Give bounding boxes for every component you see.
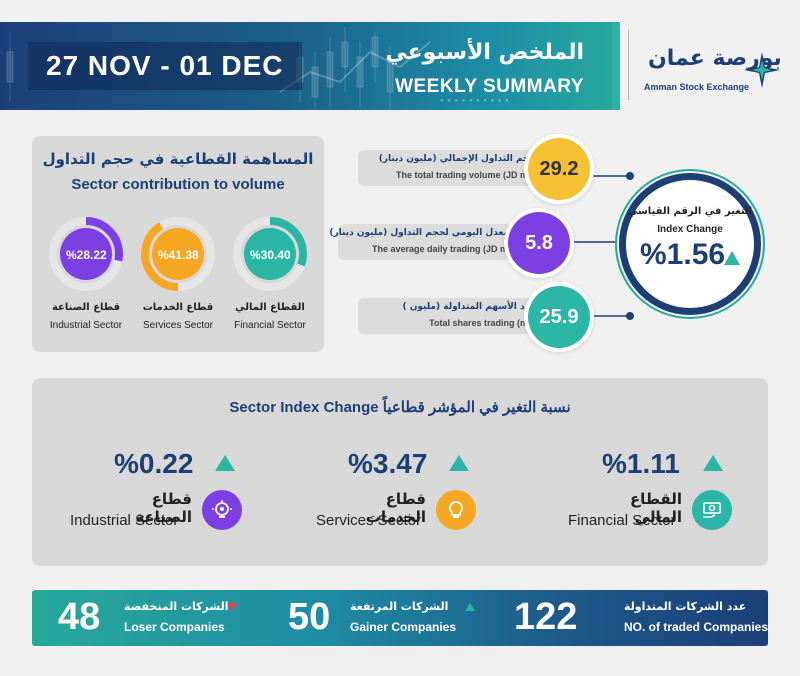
sector-contribution-panel: المساهمة القطاعية في حجم التداول Sector … [32,136,324,352]
stat-total-shares-label-ar: عدد الأسهم المتداولة (مليون ) [402,302,537,312]
sic-industrial-value: %0.22 [114,448,194,479]
sic-services-name-ar: قطاع الخدمات [365,490,426,526]
header-banner: ▪ ▪ ▪ ▪ ▪ ▪ ▪ ▪ ▪ ▪ 27 NOV - 01 DEC المل… [0,22,620,110]
traded-label-en: NO. of traded Companies [624,620,769,634]
stat-total-volume-value: 29.2 [539,157,579,180]
traded-label-ar: عدد الشركات المتداولة [624,600,747,613]
sic-services-value: %3.47 [348,448,428,479]
up-triangle-icon [465,603,475,611]
weekly-summary-title-ar: الملخص الأسبوعي [385,40,584,65]
down-triangle-icon [227,603,237,611]
sic-services-name-en: Services Sector [316,512,422,529]
stat-total-volume-label-en: The total trading volume (JD mil) [395,170,536,180]
sic-industrial-name-ar: قطاع الصناعة [135,490,192,526]
stat-total-shares-bar: عدد الأسهم المتداولة (مليون ) Total shar… [358,298,548,334]
stat-total-shares-value: 25.9 [539,305,579,328]
stat-total-shares-label-en: Total shares trading (mil) [429,318,536,328]
gainers-count: 50 [288,596,331,638]
donut-financial-label: %30.40 [250,248,291,262]
sic-financial-up-triangle-icon [703,455,723,471]
stat-total-volume-label-ar: حجم التداول الإجمالي (مليون دينار) [378,154,536,164]
stat-total-volume-circle: 29.2 [528,138,590,200]
date-range-box: 27 NOV - 01 DEC [28,42,302,90]
gainers-label-ar: الشركات المرتفعة [350,600,449,613]
donut-financial [233,217,307,291]
candlestick-background-graphic: ▪ ▪ ▪ ▪ ▪ ▪ ▪ ▪ ▪ ▪ [6,27,509,110]
sector-financial-name-en: Financial Sector [234,320,306,331]
sic-industrial-up-triangle-icon [215,455,235,471]
companies-footer: 48 الشركات المنخفضة Loser Companies 50 ا… [32,590,768,646]
donut-industrial-center [60,228,112,280]
logo-divider [628,30,629,100]
sector-industrial-name-ar: قطاع الصناعة [51,302,121,313]
weekly-summary-title-en: WEEKLY SUMMARY [395,76,584,97]
date-range: 27 NOV - 01 DEC [46,50,284,81]
donut-services-label: %41.38 [158,248,199,262]
index-change-label-ar: التغير في الرقم القياسي [627,206,753,217]
logo-name-en: Amman Stock Exchange [644,82,750,92]
sector-industrial-name-en: Industrial Sector [49,320,123,331]
index-change-circle: التغير في الرقم القياسي Index Change %1.… [626,180,754,308]
index-change-value: %1.56 [640,238,726,271]
sector-financial-name-ar: القطاع المالي [235,302,305,313]
stat-avg-daily-label-ar: المعدل اليومي لحجم التداول (مليون دينار) [329,228,516,238]
donut-industrial-label: %28.22 [66,248,107,262]
sic-financial-name-ar: القطاع المالي [629,490,682,526]
stat-avg-daily-value: 5.8 [525,231,553,254]
sector-index-change-panel: Sector Index Change نسبة التغير في المؤش… [32,378,768,566]
losers-label-ar: الشركات المنخفضة [124,600,229,613]
stat-total-volume-bar: حجم التداول الإجمالي (مليون دينار) The t… [358,150,548,186]
gainers-label-en: Gainer Companies [350,620,457,634]
losers-count: 48 [58,596,101,638]
stat-avg-daily-circle: 5.8 [508,212,570,274]
losers-label-en: Loser Companies [124,620,225,634]
index-change-label-en: Index Change [657,224,723,235]
stat-avg-daily-bar: المعدل اليومي لحجم التداول (مليون دينار)… [329,224,528,260]
stat-avg-daily-label-en: The average daily trading (JD mil) [371,244,516,254]
donut-financial-center [244,228,296,280]
sector-index-change-title: Sector Index Change نسبة التغير في المؤش… [229,399,571,416]
sector-contribution-title-ar: المساهمة القطاعية في حجم التداول [42,150,314,168]
sector-services-name-ar: قطاع الخدمات [142,302,214,313]
money-hand-icon [692,490,732,530]
donut-services-center [152,228,204,280]
sic-financial-name-en: Financial Sector [568,512,676,529]
sic-financial-value: %1.11 [602,448,680,479]
traded-count: 122 [514,596,578,638]
donut-services [141,217,215,291]
donut-industrial [49,217,123,291]
sector-contribution-title-en: Sector contribution to volume [71,176,285,193]
index-up-triangle-icon [724,251,740,265]
sic-industrial-name-en: Industrial Sector [70,512,179,529]
svg-text:▪ ▪ ▪ ▪ ▪ ▪ ▪ ▪ ▪ ▪: ▪ ▪ ▪ ▪ ▪ ▪ ▪ ▪ ▪ ▪ [440,97,509,104]
lightbulb-icon [436,490,476,530]
sic-services-up-triangle-icon [449,455,469,471]
stat-total-shares-circle: 25.9 [528,286,590,348]
gear-bulb-icon [202,490,242,530]
compass-star-logo-icon [744,52,780,88]
sector-services-name-en: Services Sector [142,320,214,331]
